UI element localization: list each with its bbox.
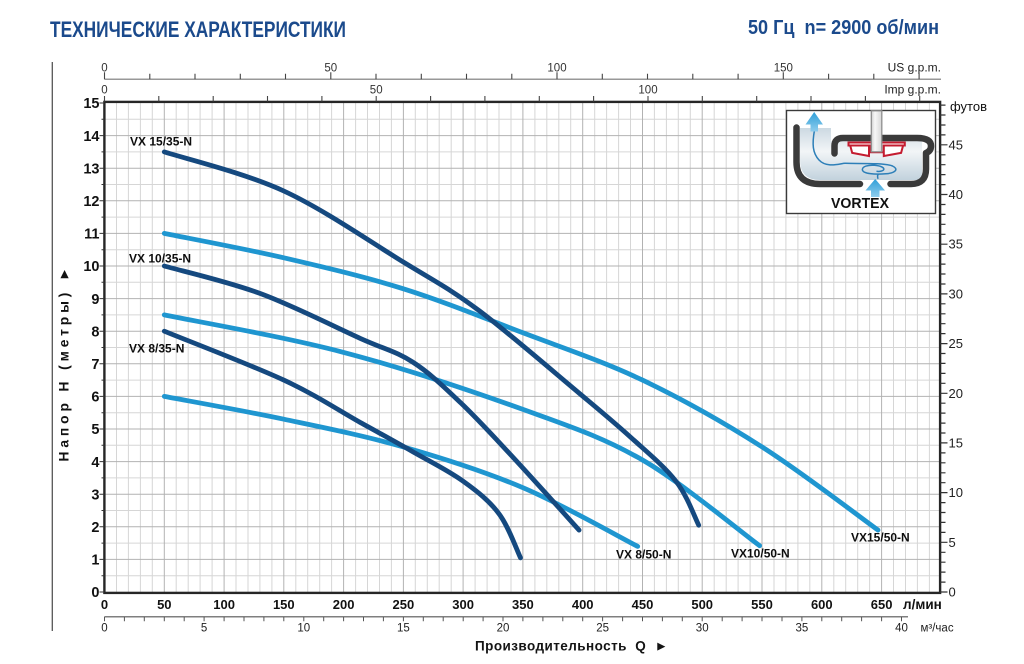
svg-text:VX 8/50-N: VX 8/50-N [616, 548, 671, 562]
svg-text:VX10/50-N: VX10/50-N [731, 547, 790, 561]
svg-text:50: 50 [324, 63, 337, 75]
svg-text:300: 300 [452, 597, 474, 612]
svg-text:40: 40 [895, 623, 908, 635]
svg-text:20: 20 [497, 623, 510, 635]
svg-text:200: 200 [333, 597, 355, 612]
svg-text:1: 1 [91, 553, 99, 569]
svg-text:10: 10 [949, 485, 963, 500]
svg-text:350: 350 [512, 597, 534, 612]
svg-text:35: 35 [796, 623, 809, 635]
svg-text:150: 150 [774, 63, 793, 75]
svg-text:7: 7 [91, 357, 99, 373]
svg-text:5: 5 [91, 422, 99, 438]
svg-text:ТЕХНИЧЕСКИЕ ХАРАКТЕРИСТИКИ: ТЕХНИЧЕСКИЕ ХАРАКТЕРИСТИКИ [50, 17, 346, 42]
svg-text:VX 10/35-N: VX 10/35-N [129, 252, 191, 266]
svg-text:4: 4 [91, 455, 99, 471]
svg-text:6: 6 [91, 390, 99, 406]
svg-text:VX 8/35-N: VX 8/35-N [129, 342, 184, 356]
svg-text:150: 150 [273, 597, 295, 612]
svg-text:м³/час: м³/час [921, 623, 954, 635]
svg-text:600: 600 [811, 597, 833, 612]
svg-text:л/мин: л/мин [903, 597, 942, 612]
svg-text:2: 2 [91, 520, 99, 536]
svg-text:20: 20 [949, 386, 963, 401]
svg-text:10: 10 [297, 623, 310, 635]
svg-text:35: 35 [949, 237, 963, 252]
svg-text:45: 45 [949, 137, 963, 152]
svg-text:0: 0 [101, 63, 107, 75]
svg-text:Производительность Q ►: Производительность Q ► [475, 639, 668, 654]
svg-text:VX15/50-N: VX15/50-N [851, 531, 910, 545]
svg-text:11: 11 [84, 227, 99, 243]
svg-text:0: 0 [101, 597, 108, 612]
svg-text:0: 0 [91, 585, 99, 601]
svg-text:550: 550 [751, 597, 773, 612]
svg-text:0: 0 [949, 585, 956, 600]
svg-text:50: 50 [370, 85, 383, 97]
svg-text:5: 5 [201, 623, 207, 635]
svg-text:8: 8 [91, 324, 99, 340]
svg-text:15: 15 [83, 96, 99, 112]
svg-text:VORTEX: VORTEX [831, 196, 889, 212]
svg-text:0: 0 [101, 623, 107, 635]
svg-text:9: 9 [91, 292, 99, 308]
svg-text:25: 25 [949, 336, 963, 351]
svg-text:25: 25 [596, 623, 609, 635]
svg-text:5: 5 [949, 535, 956, 550]
svg-text:0: 0 [101, 85, 107, 97]
svg-text:10: 10 [83, 259, 99, 275]
svg-text:40: 40 [949, 187, 963, 202]
svg-text:100: 100 [213, 597, 235, 612]
svg-text:13: 13 [83, 161, 99, 177]
svg-text:14: 14 [83, 129, 99, 145]
svg-text:100: 100 [638, 85, 657, 97]
svg-text:3: 3 [91, 487, 99, 503]
svg-text:650: 650 [871, 597, 893, 612]
svg-text:15: 15 [397, 623, 410, 635]
svg-text:футов: футов [950, 99, 987, 114]
svg-text:450: 450 [632, 597, 654, 612]
svg-text:US g.p.m.: US g.p.m. [888, 61, 941, 75]
svg-text:30: 30 [696, 623, 709, 635]
svg-text:400: 400 [572, 597, 594, 612]
svg-text:30: 30 [949, 286, 963, 301]
svg-text:Напор Н (метры) ►: Напор Н (метры) ► [57, 263, 72, 461]
svg-text:500: 500 [691, 597, 713, 612]
svg-text:100: 100 [547, 63, 566, 75]
svg-text:15: 15 [949, 435, 963, 450]
svg-text:12: 12 [83, 194, 99, 210]
svg-text:VX 15/35-N: VX 15/35-N [130, 135, 192, 149]
svg-text:50 Гц n= 2900 об/мин: 50 Гц n= 2900 об/мин [748, 17, 939, 39]
svg-text:250: 250 [393, 597, 415, 612]
svg-text:Imp g.p.m.: Imp g.p.m. [884, 83, 941, 97]
svg-text:50: 50 [157, 597, 171, 612]
